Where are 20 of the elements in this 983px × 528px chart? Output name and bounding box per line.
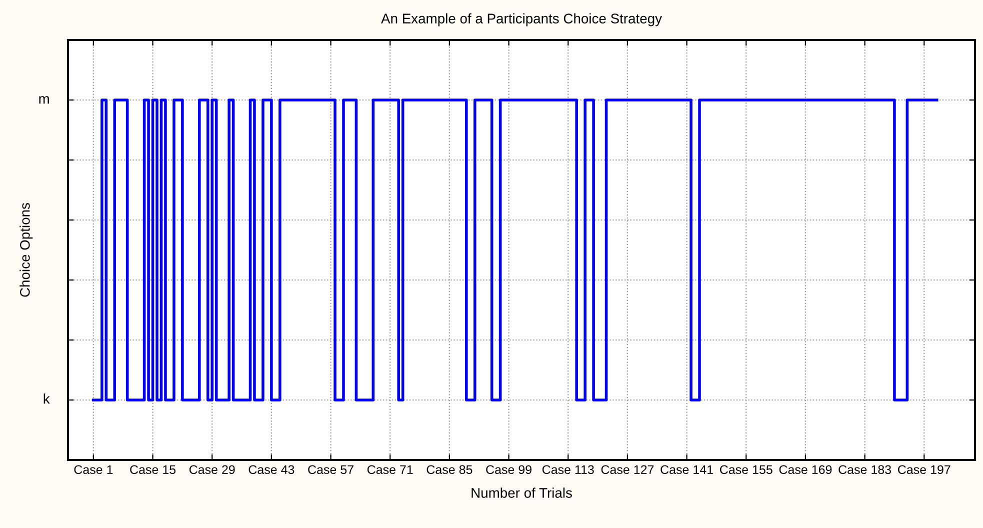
x-tick-label: Case 155 <box>720 465 772 474</box>
x-tick-label: Case 127 <box>601 465 654 474</box>
x-tick-label: Case 183 <box>838 465 892 474</box>
x-tick-label: Case 113 <box>542 465 594 474</box>
x-tick-label: Case 29 <box>189 465 235 474</box>
x-tick-label: Case 1 <box>74 465 113 474</box>
x-tick-label: Case 169 <box>779 465 832 474</box>
x-axis-title: Number of Trials <box>472 488 572 498</box>
x-tick-label: Case 99 <box>486 465 532 474</box>
text: m <box>39 96 49 104</box>
y-axis-title: Choice Options <box>20 203 33 297</box>
x-tick-label: Case 57 <box>308 465 354 474</box>
x-tick-label: Case 141 <box>660 465 713 474</box>
x-tick-label: Case 85 <box>426 465 472 474</box>
text: k <box>44 394 50 404</box>
x-tick-label: Case 197 <box>898 465 950 474</box>
x-tick-label: Case 71 <box>367 465 413 474</box>
x-tick-label: Case 43 <box>248 465 294 474</box>
chart-title: An Example of a Participants Choice Strategy <box>381 13 662 26</box>
x-tick-label: Case 15 <box>130 465 176 474</box>
